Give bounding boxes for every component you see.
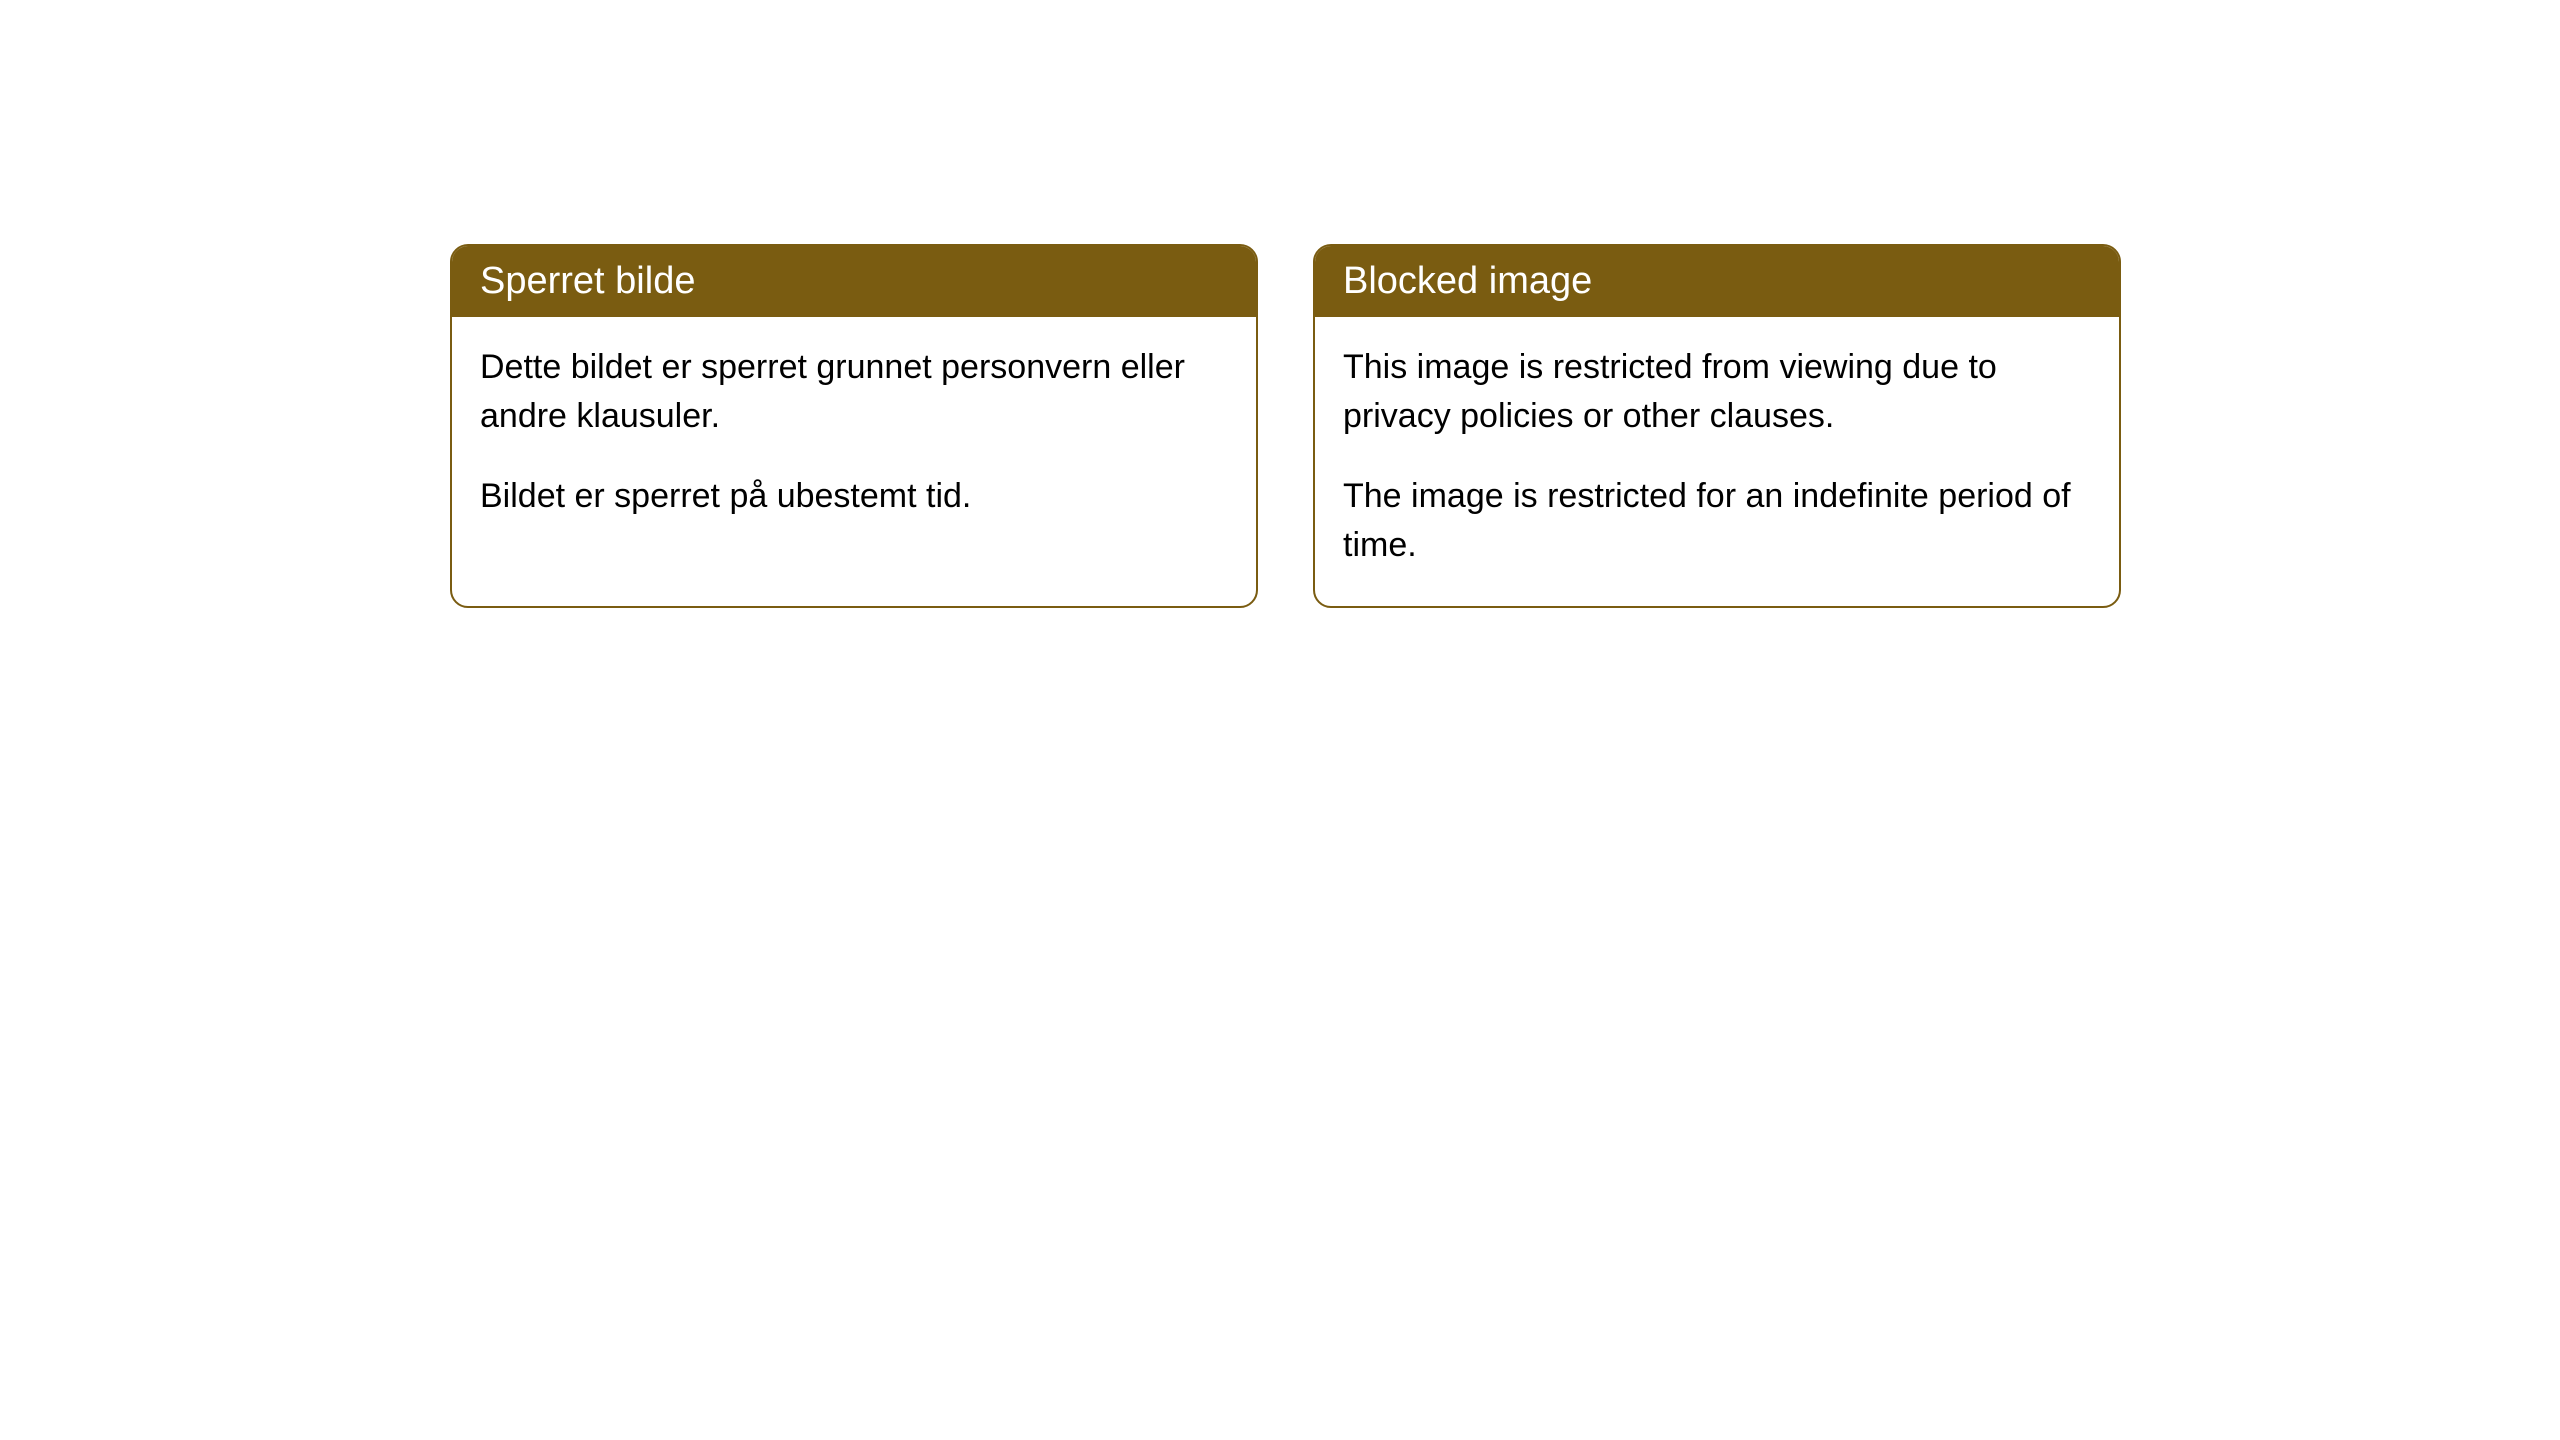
card-norwegian: Sperret bilde Dette bildet er sperret gr… [450,244,1258,608]
card-paragraph-1: This image is restricted from viewing du… [1343,343,2091,442]
card-paragraph-2: Bildet er sperret på ubestemt tid. [480,472,1228,521]
card-english: Blocked image This image is restricted f… [1313,244,2121,608]
card-body-english: This image is restricted from viewing du… [1315,317,2119,606]
card-header-english: Blocked image [1315,246,2119,317]
cards-container: Sperret bilde Dette bildet er sperret gr… [450,244,2121,608]
card-body-norwegian: Dette bildet er sperret grunnet personve… [452,317,1256,557]
card-paragraph-2: The image is restricted for an indefinit… [1343,472,2091,571]
card-header-norwegian: Sperret bilde [452,246,1256,317]
card-paragraph-1: Dette bildet er sperret grunnet personve… [480,343,1228,442]
